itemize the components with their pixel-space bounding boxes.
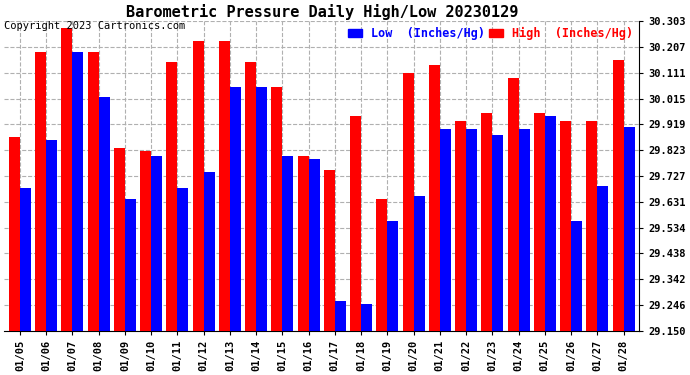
Bar [9,138,20,330]
Bar [35,52,46,330]
Bar [20,188,31,330]
Bar [61,27,72,330]
Bar [282,156,293,330]
Bar [166,62,177,330]
Bar [508,78,519,330]
Bar [413,196,424,330]
Bar [586,122,598,330]
Bar [308,159,319,330]
Bar [440,129,451,330]
Bar [114,148,125,330]
Bar [466,129,477,330]
Bar [204,172,215,330]
Bar [571,220,582,330]
Bar [125,199,136,330]
Bar [245,62,256,330]
Bar [387,220,398,330]
Bar [271,87,282,330]
Bar [88,52,99,330]
Bar [545,116,556,330]
Bar [46,140,57,330]
Bar [482,113,493,330]
Bar [376,199,387,330]
Bar [335,301,346,330]
Bar [428,65,440,330]
Bar [177,188,188,330]
Bar [140,151,151,330]
Bar [193,41,204,330]
Bar [493,135,503,330]
Bar [219,41,230,330]
Bar [99,97,110,330]
Bar [624,127,635,330]
Title: Barometric Pressure Daily High/Low 20230129: Barometric Pressure Daily High/Low 20230… [126,4,518,20]
Bar [519,129,530,330]
Bar [297,156,308,330]
Bar [324,170,335,330]
Bar [361,304,372,330]
Bar [402,73,413,330]
Bar [151,156,162,330]
Bar [230,87,241,330]
Bar [72,52,83,330]
Legend: Low  (Inches/Hg), High  (Inches/Hg): Low (Inches/Hg), High (Inches/Hg) [348,27,633,40]
Bar [613,60,624,330]
Bar [560,122,571,330]
Bar [598,186,609,330]
Bar [350,116,361,330]
Bar [455,122,466,330]
Bar [256,87,267,330]
Text: Copyright 2023 Cartronics.com: Copyright 2023 Cartronics.com [4,21,186,32]
Bar [534,113,545,330]
